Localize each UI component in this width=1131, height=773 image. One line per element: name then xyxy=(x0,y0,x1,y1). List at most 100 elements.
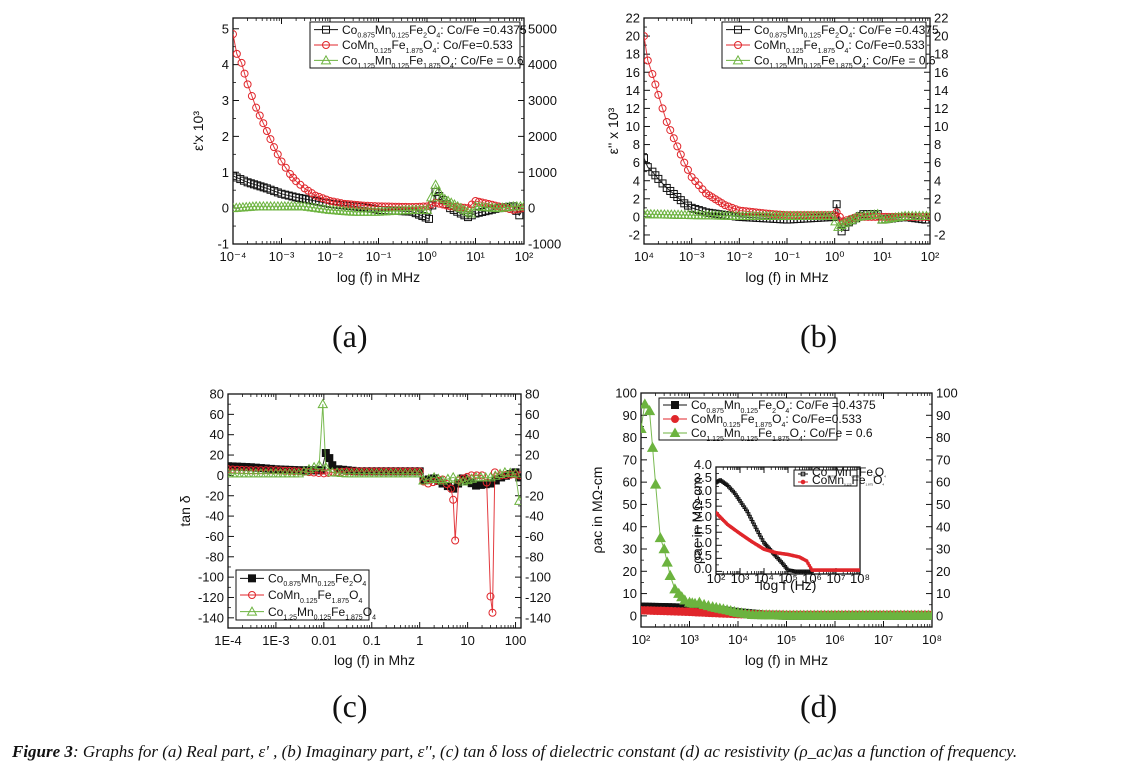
panel-b-series-3 xyxy=(644,208,930,231)
panel-c-y-tick-label: 20 xyxy=(210,448,224,463)
legend-text-part: Mn xyxy=(375,54,392,68)
panel-a-series-2-point xyxy=(266,135,275,144)
panel-b-y-tick-label: -2 xyxy=(628,228,640,243)
legend-text-part: Co xyxy=(268,605,284,619)
legend-text-part: Mn xyxy=(724,426,741,440)
panel-d-y-axis-label: ρac in MΩ-cm xyxy=(589,467,605,554)
legend-text-part: CoMn xyxy=(268,588,300,602)
legend-text-part: O xyxy=(353,572,362,586)
panel-a-x-tick-label: 10⁻² xyxy=(317,249,343,264)
panel-c-series-3-point xyxy=(489,470,501,480)
panel-b-series-1-point xyxy=(644,163,652,172)
panel-b-y2-tick-label: 8 xyxy=(934,137,941,152)
panel-a-y-tick-label: 1 xyxy=(222,165,229,180)
panel-a-x-tick-label: 10⁻³ xyxy=(269,249,295,264)
panel-b-series-2-point xyxy=(724,202,733,211)
panel-b-y-tick-label: 4 xyxy=(633,173,640,188)
panel-c-y2-tick-label: 80 xyxy=(525,387,539,402)
panel-d-series-3-point xyxy=(654,532,666,543)
panel-a-series-2-point xyxy=(315,192,324,201)
legend-text-part: Fe xyxy=(741,412,755,426)
panel-d-inset-y-tick-label: 0.0 xyxy=(694,561,712,576)
panel-c-x-tick-label: 1 xyxy=(416,633,423,648)
legend-text-part: CoMn xyxy=(342,38,374,52)
panel-b-y2-tick-label: 2 xyxy=(934,191,941,206)
legend-text-part: O xyxy=(772,412,781,426)
panel-b-legend-box xyxy=(721,21,927,69)
panel-a-y-axis-label: ε'x 10³ xyxy=(190,111,206,151)
legend-text-part: 4 xyxy=(844,48,848,55)
panel-b-y-tick-label: 22 xyxy=(626,11,640,26)
panel-b-y-tick-label: 14 xyxy=(626,83,640,98)
panel-d-series-3-point xyxy=(661,556,673,567)
panel-b-y-tick-label: 18 xyxy=(626,47,640,62)
panel-a-series-3-point xyxy=(233,202,239,213)
legend-text-part: 1.875 xyxy=(818,48,836,55)
panel-c-series-3-point xyxy=(499,466,511,477)
panel-b-x-tick-label: 10⁻³ xyxy=(679,249,705,264)
panel-b-series-3-point xyxy=(827,210,838,220)
panel-a-x-tick-label: 10¹ xyxy=(466,249,485,264)
panel-c-series-3-point xyxy=(494,468,506,479)
panel-b-y-tick-label: 8 xyxy=(633,137,640,152)
legend-text-part: Fe xyxy=(409,54,423,68)
panel-b-series-2-point xyxy=(658,104,667,113)
panel-b-y-tick-label: 20 xyxy=(626,29,640,44)
legend-text-part: 4 xyxy=(372,614,376,621)
panel-c-series-3-point xyxy=(504,467,516,477)
panel-d-y-tick-label: 30 xyxy=(623,542,637,557)
panel-b-y-tick-label: 2 xyxy=(633,191,640,206)
panel-a-y-tick-label: -1 xyxy=(217,237,229,252)
legend-text-part: : Co/Fe =0.4375 xyxy=(789,398,876,412)
panel-c-y-axis-label: tan δ xyxy=(177,495,193,526)
panel-d-inset-x-tick-label: 10³ xyxy=(731,571,750,586)
panel-d-y-tick-label: 40 xyxy=(623,519,637,534)
panel-a-series-2-point xyxy=(259,119,268,128)
legend-text-part: Co xyxy=(268,572,284,586)
panel-d-inset-y-tick-label: 2.0 xyxy=(694,509,712,524)
panel-d-y2-tick-label: 90 xyxy=(936,408,950,423)
panel-b-series-3-point xyxy=(644,208,650,219)
legend-text-part: 2 xyxy=(423,32,427,39)
legend-text-part: 1.875 xyxy=(345,614,363,621)
panel-d-y-tick-label: 100 xyxy=(615,386,637,401)
panel-c: 1E-4 1E-3 0.01 0.1 1 10 100 -140 -120 -100 -80 -60 -… xyxy=(177,387,551,668)
panel-label-c: (c) xyxy=(332,688,368,724)
panel-b-x-tick-label: 10⁻² xyxy=(727,249,753,264)
legend-text-part: O xyxy=(835,38,844,52)
panel-b-series-3-point xyxy=(848,212,860,223)
panel-b-x-tick-label: 10⁻¹ xyxy=(774,249,800,264)
legend-text-part: 2 xyxy=(873,474,875,478)
panel-b-x-axis-label: log (f) in MHz xyxy=(745,269,828,285)
panel-c-y2-tick-label: -40 xyxy=(525,509,544,524)
panel-a-series-2-point xyxy=(281,163,290,172)
panel-d-inset-y-axis-label: ρac in MΩ-cm xyxy=(689,477,705,564)
legend-text-part: 2 xyxy=(835,32,839,39)
panel-a-series-3-point xyxy=(465,207,477,218)
panel-a-series-2-point xyxy=(233,49,241,58)
panel-c-y-tick-label: -40 xyxy=(205,509,224,524)
panel-c-series-3-point xyxy=(513,495,521,505)
panel-d-y2-tick-label: 10 xyxy=(936,586,950,601)
panel-a-x-tick-label: 10⁰ xyxy=(417,249,437,264)
panel-b-legend-marker xyxy=(734,25,742,34)
panel-a-series-2-point xyxy=(318,194,327,203)
legend-text-part: 4 xyxy=(362,581,366,588)
panel-d-inset-series-2-point xyxy=(858,568,860,572)
panel-d-inset-y-tick-label: 3.0 xyxy=(694,483,712,498)
panel-b-series-2-point xyxy=(651,80,660,89)
panel-c-x-axis-label: log (f) in Mhz xyxy=(334,652,415,668)
panel-b-y2-tick-label: 10 xyxy=(934,119,948,134)
panel-b-series-3-point xyxy=(889,212,901,222)
panel-d-x-tick-label: 10⁴ xyxy=(728,632,748,647)
panel-c-series-3 xyxy=(228,398,521,505)
panel-b-x-tick-label: 10² xyxy=(921,249,940,264)
panel-b-x-tick-label: 10¹ xyxy=(873,249,892,264)
panel-a-legend-marker xyxy=(320,54,332,65)
legend-text-part: 1.875 xyxy=(406,48,424,55)
panel-b-y2-tick-label: 12 xyxy=(934,101,948,116)
legend-text-part: 2 xyxy=(772,408,776,415)
panel-c-axes-frame xyxy=(227,393,522,629)
panel-a-x-tick-label: 10² xyxy=(515,249,534,264)
panel-b-y2-tick-label: 0 xyxy=(934,209,941,224)
